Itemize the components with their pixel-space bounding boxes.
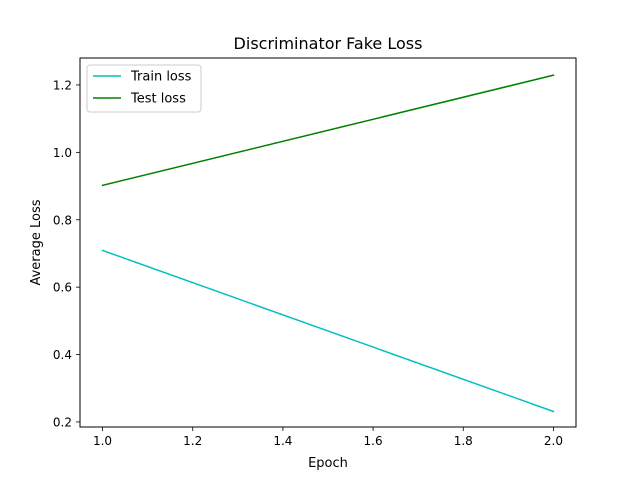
chart-title: Discriminator Fake Loss (234, 34, 423, 53)
plot-frame (79, 57, 577, 428)
x-axis-ticks: 1.0 1.2 1.4 1.6 1.8 2.0 (93, 427, 563, 448)
y-tick-label: 0.4 (53, 348, 72, 362)
x-tick-label: 1.6 (364, 434, 383, 448)
x-tick-label: 1.2 (183, 434, 202, 448)
x-axis-label: Epoch (308, 456, 348, 471)
x-tick-label: 1.0 (93, 434, 112, 448)
y-tick-label: 0.2 (53, 415, 72, 429)
y-tick-label: 1.2 (53, 78, 72, 92)
x-tick-label: 1.4 (273, 434, 292, 448)
y-axis-ticks: 0.2 0.4 0.6 0.8 1.0 1.2 (53, 78, 80, 429)
legend-label: Train loss (130, 70, 192, 85)
series-layer (101, 74, 555, 413)
x-tick-label: 2.0 (544, 434, 563, 448)
y-tick-label: 0.8 (53, 213, 72, 227)
y-axis-label: Average Loss (29, 199, 44, 285)
series-line-test-loss (101, 74, 555, 187)
legend-label: Test loss (130, 92, 186, 107)
legend: Train loss Test loss (86, 64, 202, 113)
legend-items: Train loss Test loss (93, 70, 192, 107)
series-line-train-loss (101, 249, 555, 413)
y-tick-label: 0.6 (53, 281, 72, 295)
y-tick-label: 1.0 (53, 146, 72, 160)
x-tick-label: 1.8 (454, 434, 473, 448)
